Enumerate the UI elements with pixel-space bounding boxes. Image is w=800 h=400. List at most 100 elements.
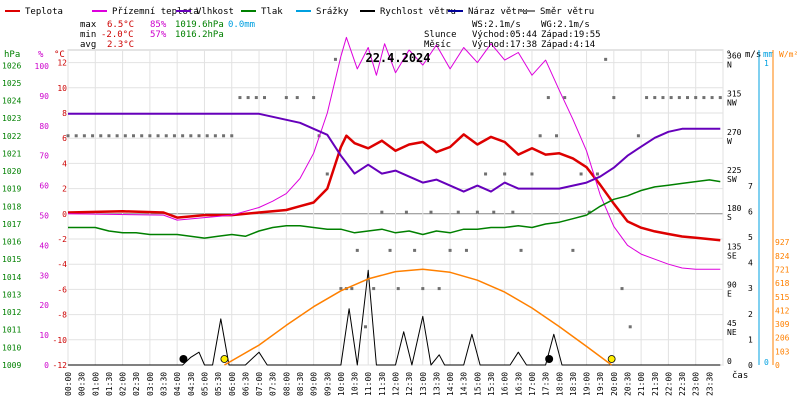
wind-direction-point [156, 134, 160, 138]
tick-label-hpa: 1012 [2, 308, 21, 317]
wind-direction-point [587, 210, 591, 214]
stats-block: max 6.5°C 85% 1019.6hPa 0.0mm min -2.0°C… [80, 20, 255, 50]
tick-label-mm: 1 [764, 59, 769, 68]
series-layer [66, 36, 722, 366]
tick-label-temp: -10 [53, 336, 68, 345]
grid [67, 49, 724, 366]
series-vlhkost [68, 112, 721, 193]
tick-label-time: 04:30 [187, 372, 196, 396]
moonset-marker [179, 355, 188, 363]
tick-label-time: 02:30 [132, 372, 141, 396]
stats-avg-temp: 2.3°C [107, 40, 134, 50]
wind-direction-point [694, 96, 698, 100]
tick-label-wm2: 0 [775, 361, 780, 370]
wind-direction-point [546, 96, 550, 100]
wind-direction-point [710, 96, 714, 100]
tick-label-hpa: 1020 [2, 167, 21, 176]
tick-label-ms: 0 [748, 361, 753, 370]
tick-label-pct: 90 [39, 92, 49, 101]
series-slune-n-z-en- [224, 268, 613, 366]
tick-label-wm2: 824 [775, 252, 790, 261]
tick-label-dir: 270 [727, 128, 742, 137]
wind-direction-point [263, 96, 266, 100]
wind-direction-point [628, 325, 632, 329]
wind-direction-point [421, 287, 425, 291]
wind-direction-point [189, 134, 193, 138]
legend-teplota: Teplota [25, 7, 63, 17]
tick-label-time: 14:00 [446, 372, 455, 396]
tick-label-time: 16:00 [501, 372, 510, 396]
tick-label-time: 15:30 [487, 372, 496, 396]
tick-label-ms: 4 [748, 259, 753, 268]
tick-label-time: 07:00 [255, 372, 264, 396]
wind-direction-point [312, 96, 316, 100]
axis-unit-mm: mm [763, 50, 774, 60]
wind-direction-point [645, 96, 649, 100]
tick-label-wm2: 927 [775, 238, 790, 247]
tick-label-time: 11:00 [364, 372, 373, 396]
sunrise-marker [220, 355, 229, 363]
tick-label-hpa: 1025 [2, 79, 21, 88]
tick-label-hpa: 1016 [2, 238, 21, 247]
tick-label-temp: 4 [62, 159, 67, 168]
tick-label-time: 14:30 [460, 372, 469, 396]
tick-label-temp: 2 [62, 185, 67, 194]
wind-direction-point [604, 57, 608, 61]
tick-label-ms: 5 [748, 233, 753, 242]
wind-direction-point [363, 325, 367, 329]
tick-label-hpa: 1022 [2, 132, 21, 141]
stats-min-temp: -2.0°C [101, 30, 134, 40]
moonrise-marker [545, 355, 554, 363]
wind-direction-point [677, 96, 681, 100]
tick-label-hpa: 1019 [2, 185, 21, 194]
wind-direction-point [612, 96, 616, 100]
tick-label-time: 23:00 [692, 372, 701, 396]
wind-direction-point [339, 287, 343, 291]
tick-label-time: 19:00 [583, 372, 592, 396]
wind-direction-point [661, 96, 665, 100]
tick-label-time: 21:00 [637, 372, 646, 396]
tick-label-hpa: 1021 [2, 149, 21, 158]
tick-label-wm2: 721 [775, 265, 790, 274]
wind-direction-point [325, 172, 329, 176]
tick-label-dir: SE [727, 251, 737, 260]
wind-direction-point [511, 210, 515, 214]
marker-layer [179, 355, 616, 363]
tick-label-ms: 7 [748, 182, 753, 191]
tick-label-temp: -4 [57, 260, 67, 269]
legend-vlhkost: Vlhkost [196, 7, 234, 17]
tick-label-pct: 60 [39, 182, 49, 191]
chart-title: 22.4.2024 [365, 51, 430, 65]
series-p-zemn-teplota [67, 36, 721, 270]
wind-direction-point [238, 96, 242, 100]
tick-label-dir: W [727, 137, 732, 146]
wind-direction-point [82, 134, 86, 138]
axis-unit-pct: % [38, 50, 44, 60]
tick-label-time: 06:30 [241, 372, 250, 396]
info-wg: WG:2.1m/s [541, 20, 590, 30]
tick-label-time: 23:30 [705, 372, 714, 396]
wind-direction-point [380, 210, 384, 214]
tick-label-wm2: 103 [775, 347, 790, 356]
tick-label-hpa: 1013 [2, 290, 21, 299]
tick-label-pct: 80 [39, 122, 49, 131]
wind-direction-point [140, 134, 144, 138]
tick-label-ms: 1 [748, 335, 753, 344]
wind-direction-point [230, 134, 234, 138]
legend-prizemni-teplota: Přízemní teplota [112, 7, 199, 17]
tick-label-pct: 50 [39, 212, 49, 221]
series-teplota [67, 133, 721, 242]
wind-direction-point [484, 172, 488, 176]
legend-srazky: Srážky [316, 7, 349, 17]
wind-direction-point [464, 248, 468, 252]
legend-smer-vetru: Směr větru [540, 7, 594, 17]
wind-direction-point [503, 172, 507, 176]
tick-label-wm2: 412 [775, 306, 790, 315]
axis-unit-ms: m/s [745, 50, 761, 60]
wind-direction-point [333, 57, 337, 61]
tick-label-dir: 0 [727, 357, 732, 366]
legend-tlak: Tlak [261, 7, 283, 17]
info-moonrise: Východ:17:38 [472, 40, 537, 50]
wind-direction-point [563, 96, 567, 100]
wind-direction-point [284, 96, 288, 100]
